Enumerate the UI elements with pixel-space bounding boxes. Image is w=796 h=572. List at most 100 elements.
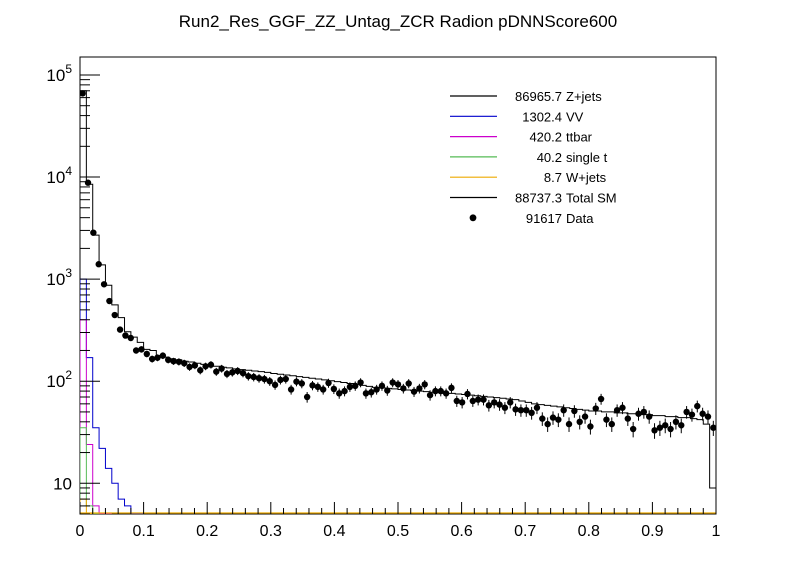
data-point (662, 422, 669, 429)
data-point (261, 375, 268, 383)
x-tick-label: 1 (712, 523, 721, 540)
legend-ttbar-value: 420.2 (529, 130, 562, 145)
data-points (80, 90, 716, 439)
legend-data-marker (469, 214, 477, 222)
data-point (400, 385, 407, 392)
data-point (533, 404, 541, 411)
data-point (213, 368, 220, 375)
data-point (694, 402, 701, 410)
data-point (378, 382, 386, 390)
data-point (426, 391, 434, 399)
data-point (164, 356, 172, 364)
data-point (357, 379, 364, 386)
data-point (271, 381, 279, 389)
x-tick-label: 0 (76, 523, 85, 540)
data-point (181, 360, 188, 367)
data-point (581, 413, 589, 420)
data-point (148, 355, 156, 363)
data-point (175, 358, 183, 365)
data-point (619, 404, 626, 411)
data-point (368, 389, 375, 396)
data-point (442, 390, 450, 397)
legend-singlet-value: 40.2 (537, 150, 562, 165)
data-point (496, 401, 503, 408)
data-point (159, 352, 167, 359)
data-point (432, 387, 439, 395)
x-tick-label: 0.2 (196, 523, 218, 540)
data-point (549, 414, 557, 421)
data-point (592, 405, 599, 412)
y-tick-label: 10 (53, 474, 72, 493)
data-point (410, 388, 418, 395)
data-point (613, 406, 621, 414)
data-point (186, 363, 193, 371)
data-point (90, 229, 97, 236)
data-point (127, 334, 134, 342)
data-point (84, 179, 92, 186)
data-point (319, 386, 327, 393)
data-point (688, 411, 696, 418)
legend-data-value: 91617 (526, 211, 562, 226)
data-point (704, 413, 712, 420)
data-point (309, 382, 316, 389)
data-point (523, 406, 530, 414)
data-point (266, 377, 273, 385)
data-point (138, 346, 145, 353)
data-point (250, 373, 257, 381)
data-point (448, 384, 455, 392)
legend: 86965.7 Z+jets 1302.4 VV 420.2 ttbar 40.2 singl… (450, 89, 617, 226)
data-point (645, 413, 653, 420)
y-axis: 105 104 103 102 10 (46, 62, 100, 515)
data-point (293, 378, 300, 385)
data-point (373, 386, 380, 393)
hist-vv (80, 278, 144, 514)
chart-title: Run2_Res_GGF_ZZ_Untag_ZCR Radion pDNNSco… (179, 12, 617, 31)
data-point (544, 420, 551, 428)
data-point (394, 381, 402, 388)
data-point (469, 397, 477, 405)
data-point (608, 420, 615, 428)
data-point (389, 379, 396, 386)
data-point (635, 410, 642, 417)
data-point (154, 354, 161, 361)
legend-data-label: Data (566, 211, 594, 226)
data-point (528, 409, 535, 417)
x-tick-label: 0.3 (260, 523, 282, 540)
data-point (421, 381, 428, 388)
x-tick-label: 0.9 (641, 523, 663, 540)
x-tick-label: 0.1 (132, 523, 154, 540)
data-point (464, 390, 471, 398)
data-point (512, 406, 519, 413)
data-point (100, 281, 108, 288)
data-point (576, 418, 583, 426)
data-point (629, 425, 637, 433)
data-point (111, 311, 118, 319)
hist-total-sm (80, 90, 716, 514)
data-point (255, 374, 263, 382)
data-point (437, 387, 444, 395)
data-point (234, 367, 241, 375)
data-point (672, 418, 680, 426)
data-point (116, 326, 124, 333)
data-point (560, 406, 567, 414)
x-tick-label: 0.8 (578, 523, 600, 540)
y-tick-label: 103 (46, 266, 72, 289)
data-point (678, 422, 685, 429)
data-point (603, 416, 610, 423)
data-point (405, 380, 412, 387)
data-point (132, 347, 140, 354)
data-point (207, 361, 215, 368)
data-point (143, 350, 151, 358)
data-point (555, 416, 562, 423)
y-tick-label: 105 (46, 62, 72, 85)
data-point (667, 425, 674, 433)
data-point (314, 383, 322, 391)
data-point (197, 367, 204, 374)
data-point (474, 396, 482, 403)
legend-total-label: Total SM (566, 191, 617, 206)
x-axis: 0 0.1 0.2 0.3 0.4 0.5 0.6 0.7 0.8 0.9 1 (76, 502, 721, 540)
data-point (298, 380, 305, 387)
data-point (229, 369, 236, 376)
data-point (80, 90, 86, 97)
